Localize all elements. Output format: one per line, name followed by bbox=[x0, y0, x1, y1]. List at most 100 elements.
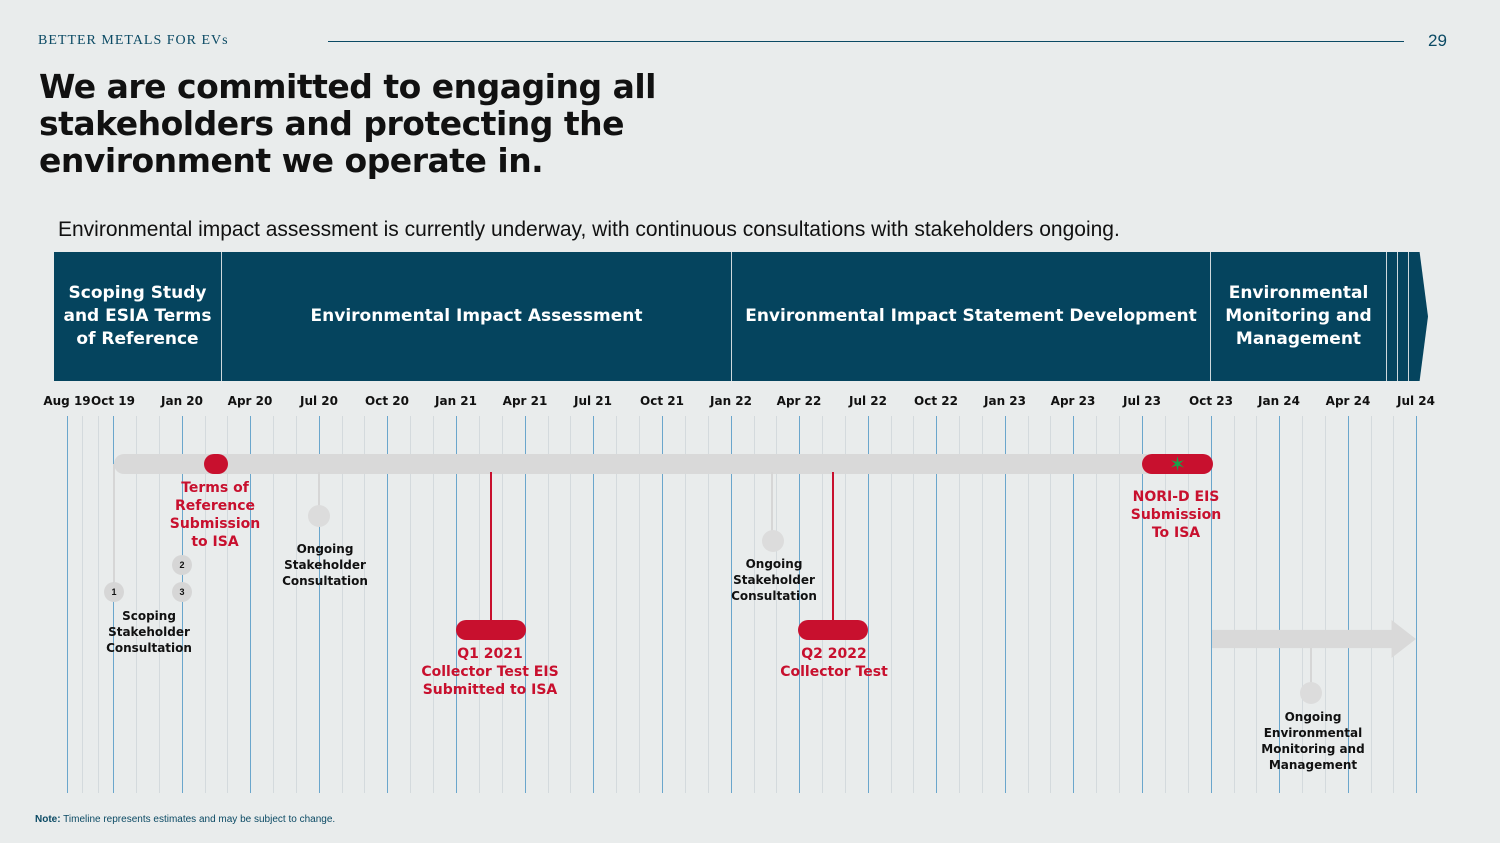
brand-tagline: BETTER METALS FOR EVs bbox=[38, 33, 229, 48]
minor-gridline bbox=[342, 416, 343, 793]
month-gridline bbox=[1211, 416, 1212, 793]
label-scoping-consultation: Scoping Stakeholder Consultation bbox=[106, 609, 192, 655]
minor-gridline bbox=[1028, 416, 1029, 793]
minor-gridline bbox=[1119, 416, 1120, 793]
label-terms-submission: Terms of Reference Submission to ISA bbox=[169, 480, 261, 550]
month-label: Oct 23 bbox=[1189, 394, 1233, 408]
minor-gridline bbox=[548, 416, 549, 793]
minor-gridline bbox=[273, 416, 274, 793]
minor-gridline bbox=[502, 416, 503, 793]
label-monitoring: Ongoing Environmental Monitoring and Manage… bbox=[1261, 710, 1365, 772]
month-label: Jul 24 bbox=[1397, 394, 1435, 408]
minor-gridline bbox=[822, 416, 823, 793]
minor-gridline bbox=[98, 416, 99, 793]
month-gridline bbox=[456, 416, 457, 793]
month-gridline bbox=[387, 416, 388, 793]
scoping-stem bbox=[113, 464, 115, 582]
footnote-label: Note: bbox=[35, 814, 61, 825]
q1-2021-stem bbox=[490, 472, 492, 622]
month-label: Jul 23 bbox=[1123, 394, 1161, 408]
nori-d-marker: ✶ bbox=[1142, 453, 1213, 476]
month-label: Jan 24 bbox=[1258, 394, 1300, 408]
month-gridline bbox=[319, 416, 320, 793]
month-label: Oct 21 bbox=[640, 394, 684, 408]
month-gridline bbox=[250, 416, 251, 793]
minor-gridline bbox=[1188, 416, 1189, 793]
month-gridline bbox=[67, 416, 68, 793]
page-subtitle: Environmental impact assessment is curre… bbox=[58, 218, 1120, 241]
minor-gridline bbox=[479, 416, 480, 793]
label-q2-2022: Q2 2022 Collector Test bbox=[780, 646, 888, 680]
month-gridline bbox=[1348, 416, 1349, 793]
ongoing-1-marker bbox=[308, 505, 330, 527]
header-divider bbox=[328, 41, 1404, 42]
q2-2022-marker bbox=[798, 620, 868, 640]
minor-gridline bbox=[159, 416, 160, 793]
minor-gridline bbox=[1234, 416, 1235, 793]
month-gridline bbox=[731, 416, 732, 793]
month-label: Oct 22 bbox=[914, 394, 958, 408]
month-label: Jan 22 bbox=[710, 394, 752, 408]
minor-gridline bbox=[982, 416, 983, 793]
q2-2022-stem bbox=[832, 472, 834, 622]
minor-gridline bbox=[410, 416, 411, 793]
page-number: 29 bbox=[1428, 31, 1447, 50]
month-gridline bbox=[1416, 416, 1417, 793]
phase-scoping: Scoping Study and ESIA Terms of Referenc… bbox=[54, 252, 221, 381]
minor-gridline bbox=[1302, 416, 1303, 793]
minor-gridline bbox=[913, 416, 914, 793]
minor-gridline bbox=[570, 416, 571, 793]
label-ongoing-2: Ongoing Stakeholder Consultation bbox=[731, 557, 817, 603]
month-gridline bbox=[1142, 416, 1143, 793]
minor-gridline bbox=[754, 416, 755, 793]
phase-arrow-divider bbox=[1397, 252, 1398, 381]
month-label: Aug 19 bbox=[43, 394, 91, 408]
month-label: Oct 20 bbox=[365, 394, 409, 408]
month-label: Jul 20 bbox=[300, 394, 338, 408]
marker-1: 1 bbox=[104, 582, 124, 602]
minor-gridline bbox=[1256, 416, 1257, 793]
footnote: Note: Timeline represents estimates and … bbox=[35, 814, 335, 825]
minor-gridline bbox=[845, 416, 846, 793]
month-gridline bbox=[182, 416, 183, 793]
page-title: We are committed to engaging all stakeho… bbox=[39, 67, 657, 180]
marker-3: 3 bbox=[172, 582, 192, 602]
month-label: Jul 21 bbox=[574, 394, 612, 408]
month-gridline bbox=[1073, 416, 1074, 793]
minor-gridline bbox=[891, 416, 892, 793]
minor-gridline bbox=[1096, 416, 1097, 793]
minor-gridline bbox=[136, 416, 137, 793]
phase-monitoring: Environmental Monitoring and Management bbox=[1210, 252, 1386, 381]
phase-eis-development: Environmental Impact Statement Developme… bbox=[731, 252, 1210, 381]
minor-gridline bbox=[708, 416, 709, 793]
minor-gridline bbox=[433, 416, 434, 793]
month-label: Oct 19 bbox=[91, 394, 135, 408]
minor-gridline bbox=[1050, 416, 1051, 793]
phase-arrow bbox=[1386, 252, 1428, 381]
minor-gridline bbox=[1371, 416, 1372, 793]
month-label: Apr 23 bbox=[1050, 394, 1096, 408]
ongoing-1-stem bbox=[318, 472, 320, 508]
phase-eia: Environmental Impact Assessment bbox=[221, 252, 731, 381]
month-label: Apr 22 bbox=[776, 394, 822, 408]
minor-gridline bbox=[685, 416, 686, 793]
month-gridline bbox=[525, 416, 526, 793]
ongoing-2-stem bbox=[771, 472, 773, 534]
minor-gridline bbox=[1325, 416, 1326, 793]
marker-2: 2 bbox=[172, 555, 192, 575]
minor-gridline bbox=[1393, 416, 1394, 793]
minor-gridline bbox=[1165, 416, 1166, 793]
minor-gridline bbox=[776, 416, 777, 793]
star-icon: ✶ bbox=[1169, 453, 1186, 476]
month-gridline bbox=[662, 416, 663, 793]
minor-gridline bbox=[616, 416, 617, 793]
month-label: Apr 21 bbox=[502, 394, 548, 408]
month-gridline bbox=[1279, 416, 1280, 793]
month-gridline bbox=[1005, 416, 1006, 793]
q1-2021-marker bbox=[456, 620, 526, 640]
terms-submission-marker bbox=[204, 454, 228, 474]
month-label: Jan 20 bbox=[161, 394, 203, 408]
monitoring-stem bbox=[1310, 648, 1312, 688]
minor-gridline bbox=[364, 416, 365, 793]
month-gridline bbox=[868, 416, 869, 793]
